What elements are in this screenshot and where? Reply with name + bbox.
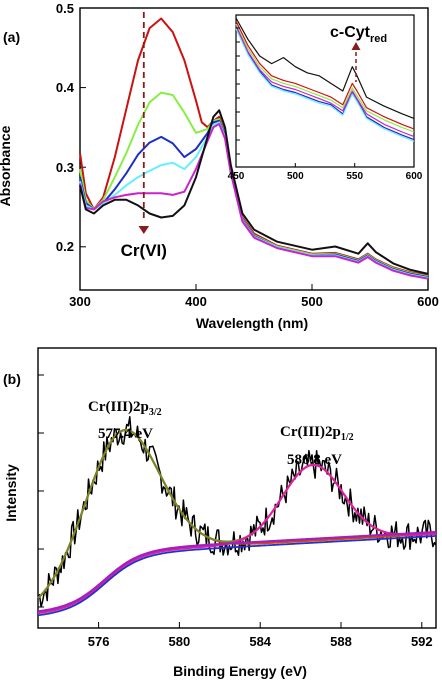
- panel-b-x-ticks: 576 580 584 588 592: [88, 622, 433, 649]
- panel-b-xtick-label: 584: [249, 634, 271, 649]
- inset-xtick-label: 600: [406, 171, 423, 182]
- panel-b-xtick-label: 588: [330, 634, 352, 649]
- inset-spectrum-series-0: [235, 20, 415, 130]
- panel-b-xtick-label: 580: [169, 634, 191, 649]
- panel-a-ytick-label: 0.4: [56, 80, 75, 95]
- panel-a-ytick-label: 0.3: [56, 160, 74, 175]
- xps-fit-envelope: [37, 429, 437, 599]
- peak-label-3-2-sub: 3/2: [149, 407, 162, 418]
- panel-a-plot-frame: [79, 7, 429, 291]
- inset-y-ticks: [236, 27, 240, 155]
- panel-b: (b) Intensity Binding Energy (eV) 576 58…: [3, 347, 437, 679]
- inset: 450 500 550 600 c-Cytred: [228, 14, 423, 182]
- inset-series-group: [235, 17, 415, 142]
- xps-background-2: [37, 530, 437, 613]
- panel-b-xtick-label: 592: [411, 634, 433, 649]
- c-cyt-label-main: c-Cyt: [330, 24, 371, 41]
- panel-b-xtick-label: 576: [88, 634, 110, 649]
- c-cyt-triangle-marker: [351, 42, 361, 50]
- peak-label-3-2: Cr(III)2p3/2: [88, 399, 162, 418]
- inset-spectrum-series-2: [235, 26, 415, 141]
- panel-a-x-ticks: 300 400 500 600: [69, 284, 439, 309]
- absorbance-spectrum-series-4: [79, 123, 429, 280]
- panel-a-xtick-label: 500: [301, 294, 323, 309]
- panel-a-x-axis-label: Wavelength (nm): [196, 315, 308, 331]
- panel-b-x-axis-label: Binding Energy (eV): [173, 663, 307, 679]
- xps-fit-peak-1-2: [37, 463, 437, 615]
- panel-b-plot-frame: [37, 347, 437, 629]
- peak-value-3-2: 577.4 eV: [98, 426, 153, 442]
- cr-vi-label: Cr(VI): [121, 241, 167, 260]
- panel-b-label: (b): [3, 371, 21, 387]
- panel-b-y-axis-label: Intensity: [3, 464, 19, 522]
- panel-a-ytick-label: 0.5: [56, 1, 74, 16]
- panel-a: (a) Absorbance Wavelength (nm) 0.5 0.4 0…: [0, 1, 439, 331]
- panel-a-label: (a): [3, 29, 20, 45]
- inset-frame: [235, 14, 415, 168]
- panel-a-series-group: [79, 17, 429, 280]
- xps-background-1: [37, 535, 437, 617]
- panel-a-y-axis-label: Absorbance: [0, 125, 13, 206]
- inset-spectrum-series-5: [235, 17, 415, 119]
- panel-b-y-ticks: [38, 374, 44, 608]
- panel-b-series-group: [37, 416, 437, 617]
- inset-x-ticks: 450 500 550 600: [228, 163, 423, 182]
- peak-label-3-2-main: Cr(III)2p: [88, 399, 149, 415]
- inset-spectrum-series-3: [235, 28, 415, 142]
- inset-xtick-label: 550: [346, 171, 363, 182]
- cr-vi-triangle-marker: [138, 226, 150, 234]
- c-cyt-label-sub: red: [370, 33, 387, 45]
- panel-a-xtick-label: 300: [69, 294, 91, 309]
- inset-xtick-label: 500: [287, 171, 304, 182]
- panel-a-xtick-label: 600: [417, 294, 439, 309]
- inset-spectrum-series-4: [235, 25, 415, 138]
- absorbance-spectrum-series-5: [79, 109, 429, 275]
- xps-fit-peak-3-2: [37, 428, 437, 599]
- peak-label-1-2: Cr(III)2p1/2: [280, 424, 354, 443]
- xps-raw-data: [37, 416, 437, 608]
- panel-a-xtick-label: 400: [185, 294, 207, 309]
- c-cyt-label: c-Cytred: [330, 24, 387, 45]
- inset-xtick-label: 450: [228, 171, 245, 182]
- peak-label-1-2-main: Cr(III)2p: [280, 424, 341, 440]
- peak-label-1-2-sub: 1/2: [341, 432, 354, 443]
- inset-spectrum-series-1: [235, 23, 415, 133]
- panel-a-ytick-label: 0.2: [56, 239, 74, 254]
- peak-value-1-2: 586.8 eV: [287, 452, 342, 468]
- panel-a-y-ticks: 0.5 0.4 0.3 0.2: [56, 1, 86, 254]
